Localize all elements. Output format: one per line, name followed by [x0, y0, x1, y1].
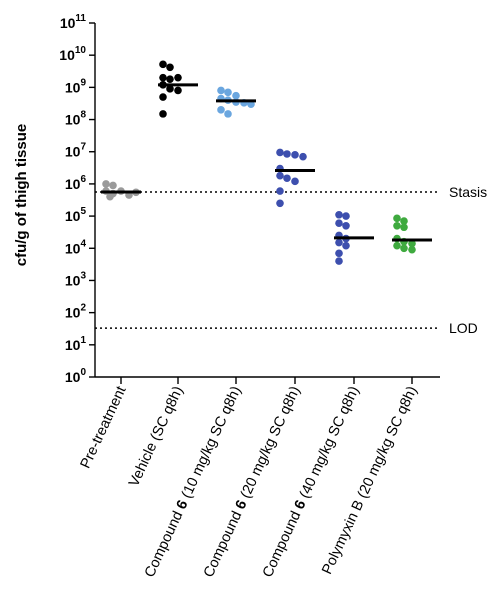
data-point — [291, 151, 299, 159]
data-point — [102, 180, 110, 188]
data-point — [335, 238, 343, 247]
data-point — [224, 88, 232, 97]
y-tick-label: 103 — [65, 270, 87, 288]
y-tick-label: 109 — [65, 77, 87, 95]
data-point — [217, 86, 225, 95]
y-tick-label: 104 — [65, 238, 87, 256]
x-tick-label: Pre-treatment — [78, 384, 130, 471]
reference-label-stasis: Stasis — [449, 184, 487, 200]
data-point — [393, 214, 401, 223]
data-point — [283, 174, 291, 183]
data-point — [166, 75, 174, 83]
data-point — [335, 219, 343, 228]
data-point — [109, 181, 117, 190]
data-point — [159, 73, 167, 82]
data-point — [342, 212, 350, 220]
data-point — [276, 199, 284, 208]
y-tick-label: 106 — [65, 174, 87, 192]
data-point — [159, 60, 167, 69]
data-point — [174, 73, 182, 82]
data-point — [224, 110, 232, 118]
median-lines — [101, 83, 432, 242]
data-point — [299, 152, 307, 161]
y-tick-label: 101 — [65, 335, 87, 353]
data-point — [283, 150, 291, 158]
y-tick-label: 108 — [65, 110, 87, 128]
data-point — [276, 171, 284, 180]
data-point — [335, 249, 343, 258]
data-point — [276, 187, 284, 195]
data-point — [400, 244, 408, 253]
reference-lines: Stasis LOD — [95, 184, 487, 336]
y-tick-label: 100 — [65, 367, 87, 385]
data-point — [159, 110, 167, 118]
data-point — [400, 223, 408, 232]
data-point — [291, 177, 299, 186]
reference-label-lod: LOD — [449, 320, 478, 336]
data-point — [174, 86, 182, 95]
x-tick-label: Vehicle (SC q8h) — [126, 384, 186, 489]
data-point — [166, 85, 174, 93]
data-point — [400, 217, 408, 225]
data-point — [217, 106, 225, 114]
y-tick-label: 105 — [65, 206, 87, 224]
data-point — [232, 91, 240, 100]
y-tick-label: 102 — [65, 303, 87, 321]
data-point — [335, 257, 343, 265]
data-point — [393, 241, 401, 250]
data-point — [335, 210, 343, 219]
data-point — [408, 245, 416, 254]
y-axis-ticks: 100 101 102 103 104 105 106 107 108 109 1010 1011 — [59, 13, 95, 385]
data-point — [342, 221, 350, 230]
data-point — [408, 239, 416, 248]
data-point — [166, 63, 174, 72]
data-point — [342, 241, 350, 250]
data-point — [393, 221, 401, 230]
data-point — [159, 93, 167, 101]
y-axis-label: cfu/g of thigh tissue — [13, 124, 30, 267]
x-tick-label: Compound 6 (10 mg/kg SC q8h) — [142, 384, 245, 580]
data-point — [276, 148, 284, 157]
y-tick-label: 1010 — [59, 45, 86, 63]
data-points — [102, 60, 416, 265]
y-tick-label: 1011 — [60, 13, 87, 31]
data-point — [106, 192, 114, 201]
y-tick-label: 107 — [65, 142, 87, 160]
